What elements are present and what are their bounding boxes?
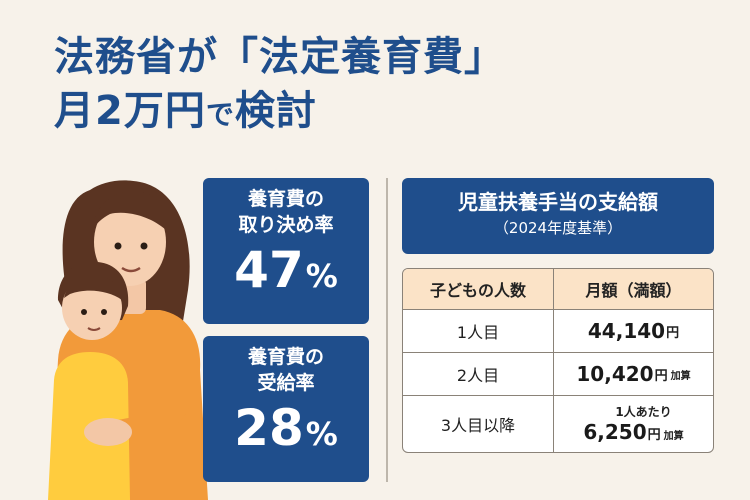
cell-amount: 1人あたり 6,250円 加算 xyxy=(554,396,713,452)
amount-note: 加算 xyxy=(663,430,684,442)
cell-amount: 44,140 円 xyxy=(554,310,713,352)
amount-unit: 円 xyxy=(666,325,680,341)
stat-receipt-number: 28 xyxy=(234,399,304,457)
amount-value: 6,250 xyxy=(583,419,647,444)
cell-children: 2人目 xyxy=(403,353,554,395)
cell-children: 3人目以降 xyxy=(403,396,554,452)
col-header-monthly: 月額（満額） xyxy=(585,281,682,300)
allowance-subheading: （2024年度基準） xyxy=(493,219,623,237)
stat-agreement-unit: % xyxy=(305,257,338,295)
stat-receipt-label-line1: 養育費の xyxy=(247,346,324,368)
col-header-children: 子どもの人数 xyxy=(403,269,554,309)
stat-agreement-rate: 養育費の 取り決め率 47% xyxy=(203,178,369,324)
stat-receipt-label-line2: 受給率 xyxy=(257,372,315,394)
allowance-heading-box: 児童扶養手当の支給額 （2024年度基準） xyxy=(402,178,714,254)
amount-value: 44,140 xyxy=(587,319,666,343)
stat-receipt-value: 28% xyxy=(203,398,369,464)
title-line-2: 月2万円で検討 xyxy=(54,84,505,142)
stat-agreement-label: 養育費の 取り決め率 xyxy=(203,178,369,238)
stat-agreement-number: 47 xyxy=(234,241,304,299)
page-title: 法務省が「法定養育費」 月2万円で検討 xyxy=(54,30,505,142)
allowance-heading: 児童扶養手当の支給額 xyxy=(458,190,658,214)
table-row: 2人目 10,420 円加算 xyxy=(403,352,713,395)
stat-agreement-value: 47% xyxy=(203,240,369,306)
amount-value: 10,420 xyxy=(576,362,654,386)
stat-receipt-label: 養育費の 受給率 xyxy=(203,336,369,396)
cell-amount: 10,420 円加算 xyxy=(554,353,713,395)
amount-unit: 円 xyxy=(654,368,668,384)
cell-children: 1人目 xyxy=(403,310,554,352)
title-line-2-particle: で xyxy=(205,98,235,131)
mother-child-illustration xyxy=(48,180,208,500)
stat-receipt-rate: 養育費の 受給率 28% xyxy=(203,336,369,482)
stat-receipt-unit: % xyxy=(305,415,338,453)
stat-agreement-label-line2: 取り決め率 xyxy=(238,214,334,236)
title-line-1: 法務省が「法定養育費」 xyxy=(54,34,505,80)
amount-unit: 円 xyxy=(647,427,661,443)
table-row: 3人目以降 1人あたり 6,250円 加算 xyxy=(403,395,713,452)
title-line-2-end: 検討 xyxy=(234,88,317,134)
table-header-row: 子どもの人数 月額（満額） xyxy=(403,269,713,309)
amount-note: 加算 xyxy=(670,370,691,382)
title-line-2-main: 月2万円 xyxy=(54,88,206,134)
section-divider xyxy=(386,178,388,482)
allowance-table: 子どもの人数 月額（満額） 1人目 44,140 円 2人目 10,420 円加算 … xyxy=(402,268,714,453)
amount-prefix: 1人あたり xyxy=(615,404,672,419)
stat-agreement-label-line1: 養育費の xyxy=(247,188,324,210)
table-row: 1人目 44,140 円 xyxy=(403,309,713,352)
amount-line: 6,250円 加算 xyxy=(583,422,683,447)
